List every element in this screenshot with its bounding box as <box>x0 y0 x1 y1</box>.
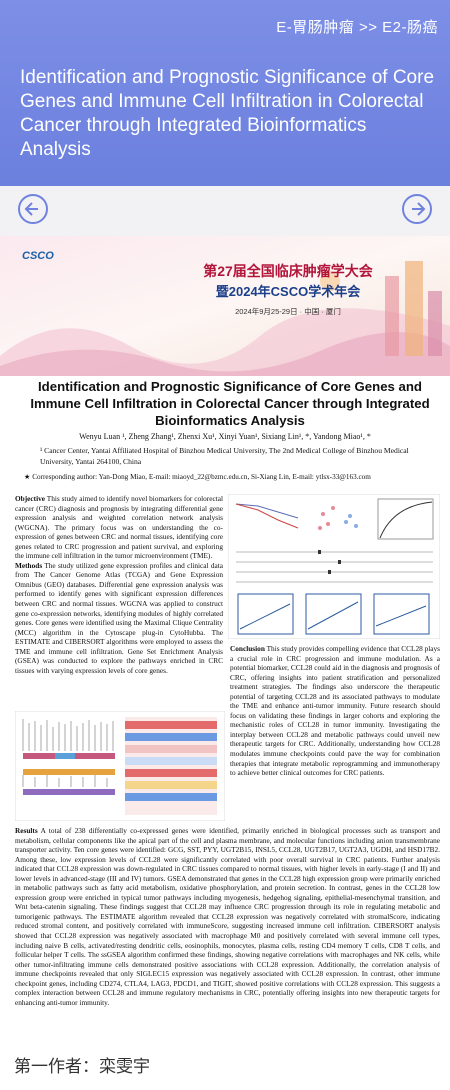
conclusion-heading: Conclusion <box>230 644 265 653</box>
next-button[interactable] <box>402 194 432 224</box>
results-heading: Results <box>15 826 38 835</box>
authors: Wenyu Luan ¹, Zheng Zhang¹, Zhenxi Xu¹, … <box>79 432 371 441</box>
conclusion: Conclusion This study provides compellin… <box>230 644 440 824</box>
nav-bar <box>0 186 450 236</box>
banner: CSCO 第27届全国临床肿瘤学大会 暨2024年CSCO学术年会 2024年9… <box>0 236 450 376</box>
left-column: Objective This study aimed to identify n… <box>15 494 223 706</box>
prev-button[interactable] <box>18 194 48 224</box>
header-title: Identification and Prognostic Significan… <box>20 67 435 160</box>
corresponding: ★ Corresponding author: Yan-Dong Miao, E… <box>24 473 371 481</box>
logo: CSCO <box>22 250 54 262</box>
banner-line2: 暨2024年CSCO学术年会 <box>216 284 361 299</box>
methods-body: The study utilized gene expression profi… <box>15 560 223 675</box>
affiliation: ¹ Cancer Center, Yantai Affiliated Hospi… <box>40 446 409 466</box>
figure-right <box>228 494 440 639</box>
poster: CSCO 第27届全国临床肿瘤学大会 暨2024年CSCO学术年会 2024年9… <box>0 236 450 1046</box>
results-body: A total of 238 differentially co-express… <box>15 826 440 1007</box>
next-icon <box>412 202 426 216</box>
objective-body: This study aimed to identify novel bioma… <box>15 494 223 561</box>
banner-line1: 第27届全国临床肿瘤学大会 <box>203 263 374 279</box>
banner-date: 2024年9月25-29日 · 中国 · 厦门 <box>235 306 341 316</box>
methods-heading: Methods <box>15 560 43 570</box>
poster-title: Identification and Prognostic Significan… <box>30 379 430 428</box>
header: E-胃肠肿瘤 >> E2-肠癌 Identification and Progn… <box>0 0 450 186</box>
first-author: 第一作者：栾雯宇 <box>14 1057 150 1076</box>
results: Results A total of 238 differentially co… <box>15 826 440 1038</box>
category: E-胃肠肿瘤 >> E2-肠癌 <box>276 19 438 36</box>
figure-left <box>15 711 225 821</box>
objective-heading: Objective <box>15 494 45 503</box>
prev-icon <box>24 202 38 216</box>
conclusion-body: This study provides compelling evidence … <box>230 644 440 778</box>
